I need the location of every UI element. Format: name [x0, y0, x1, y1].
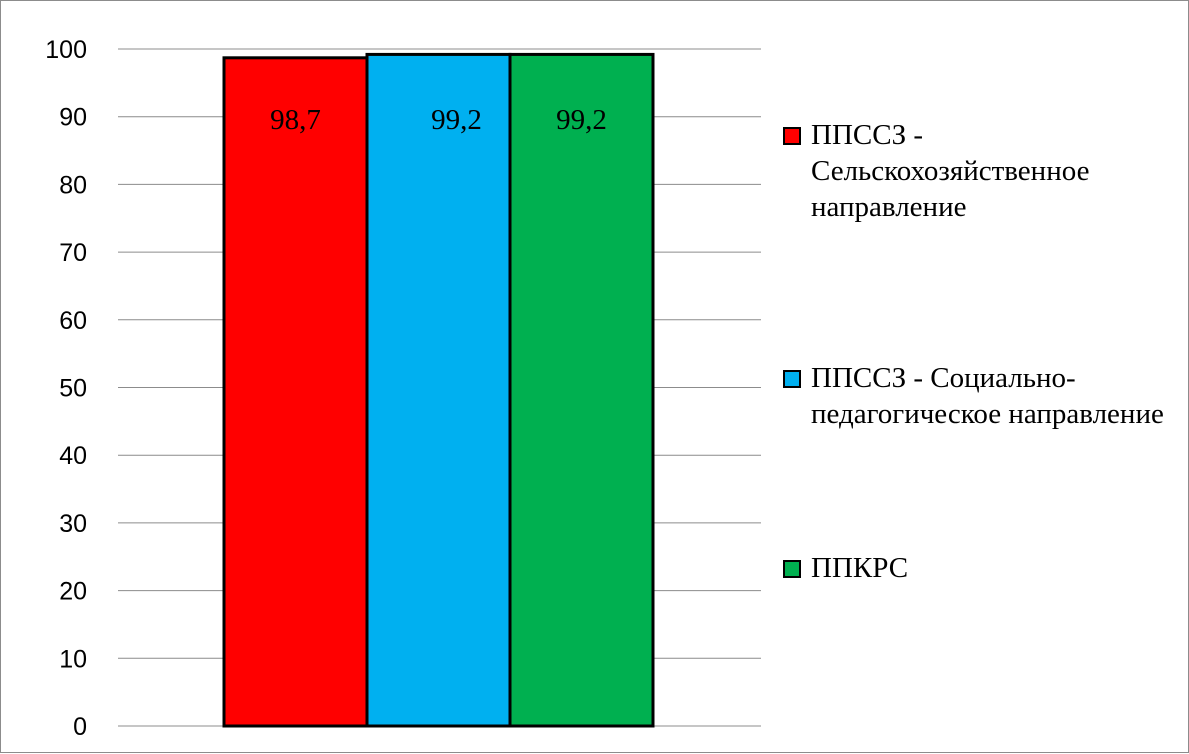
legend-swatch-social-pedagogical	[783, 370, 801, 388]
y-tick-label: 80	[59, 171, 87, 199]
data-label-2: 99,2	[556, 104, 607, 136]
y-tick-label: 0	[73, 713, 87, 741]
legend-label-agricultural: ППССЗ - Сельскохозяйственное направление	[811, 119, 1090, 223]
bar-0	[222, 56, 369, 728]
legend-swatch-ppkrs	[783, 560, 801, 578]
y-tick-label: 100	[45, 36, 87, 64]
legend-swatch-agricultural	[783, 127, 801, 145]
y-tick-label: 20	[59, 578, 87, 606]
data-labels: 98,7 99,2 99,2	[270, 104, 607, 136]
bar-2	[508, 52, 655, 728]
bars	[222, 52, 655, 728]
legend-label-ppkrs: ППКРС	[811, 552, 909, 584]
bar-1	[365, 52, 512, 728]
y-axis-ticks: 0 10 20 30 40 50 60 70 80 90 100	[45, 36, 87, 741]
y-tick-label: 30	[59, 510, 87, 538]
data-label-0: 98,7	[270, 104, 321, 136]
y-tick-label: 10	[59, 645, 87, 673]
y-tick-label: 50	[59, 375, 87, 403]
y-tick-label: 70	[59, 239, 87, 267]
data-label-1: 99,2	[431, 104, 482, 136]
y-tick-label: 60	[59, 307, 87, 335]
legend-label-social-pedagogical: ППССЗ - Социально-педагогическое направл…	[811, 362, 1164, 430]
y-tick-label: 90	[59, 104, 87, 132]
y-tick-label: 40	[59, 442, 87, 470]
